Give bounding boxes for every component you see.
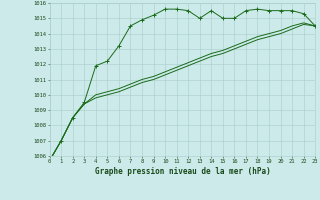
X-axis label: Graphe pression niveau de la mer (hPa): Graphe pression niveau de la mer (hPa) (94, 167, 270, 176)
